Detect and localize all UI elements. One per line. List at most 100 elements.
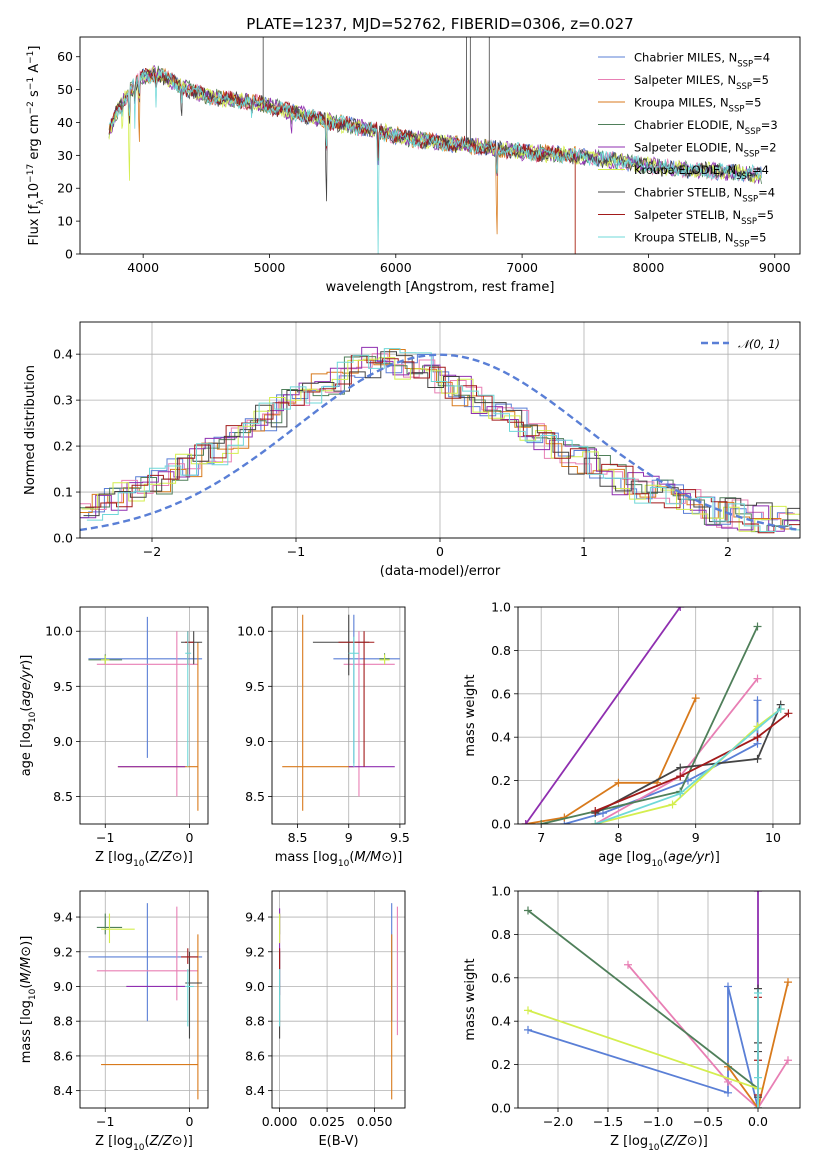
y-axis-label: mass [log10(M/M⊙)]	[19, 936, 38, 1064]
y-tick-label: 0.2	[491, 773, 511, 788]
y-tick-label: 9.4	[245, 910, 265, 925]
y-tick-label: 0.4	[491, 1014, 511, 1029]
x-tick-label: −1	[96, 830, 114, 845]
legend-entry: Chabrier ELODIE, NSSP=3	[634, 118, 778, 137]
age-vs-metallicity-panel: −1 0 8.5 9.0 9.5 10.0 Z [log10(Z/Z⊙)] age [log1…	[19, 606, 209, 869]
weight-marker	[524, 1006, 532, 1015]
x-tick-label: −1.0	[643, 1114, 673, 1129]
plot-frame	[79, 321, 801, 539]
weight-marker	[753, 733, 762, 742]
x-tick-label: −1.5	[593, 1114, 623, 1129]
weight-marker	[691, 694, 700, 703]
y-tick-label: 0.8	[491, 927, 511, 942]
legend-entry: Salpeter ELODIE, NSSP=2	[634, 141, 777, 160]
x-tick-label: 8	[614, 830, 622, 845]
weight-line-salpeter-elodie	[524, 607, 681, 824]
weight-marker	[753, 754, 762, 763]
legend-entry: Kroupa MILES, NSSP=5	[634, 96, 761, 115]
y-tick-label: 9.4	[53, 910, 73, 925]
y-tick-label: 1.0	[491, 600, 511, 615]
x-tick-label: 8000	[633, 260, 665, 275]
x-axis-label: E(B-V)	[318, 1134, 358, 1149]
y-tick-label: 9.0	[53, 979, 73, 994]
y-tick-label: 0.2	[53, 439, 73, 454]
weight-line-chabrier-elodie	[527, 909, 759, 1090]
y-tick-label: 0.3	[53, 393, 73, 408]
y-tick-label: 0.0	[53, 531, 73, 546]
weight-line-chabrier-miles	[527, 986, 759, 1108]
plot-area	[88, 616, 203, 811]
plot-frame	[517, 890, 801, 1109]
weight-marker	[724, 1077, 732, 1086]
weight-vs-age-panel: 7 8 9 10 0.0 0.2 0.4 0.6 0.8 1.0 age [log10(age/yr…	[463, 600, 801, 869]
y-tick-label: 9.2	[245, 944, 265, 959]
plot-area	[282, 614, 400, 811]
weight-marker	[724, 982, 732, 991]
y-tick-label: 20	[57, 181, 73, 196]
weight-marker	[784, 709, 793, 718]
x-tick-label: 2	[724, 544, 732, 559]
weight-marker	[753, 622, 762, 631]
plot-frame	[517, 606, 801, 825]
weight-marker	[784, 1056, 792, 1065]
mass-vs-ebv-panel: 0.000 0.025 0.050 8.4 8.6 8.8 9.0 9.2 9.4 E(B-V)	[245, 890, 406, 1149]
y-tick-label: 0.4	[53, 347, 73, 362]
weight-marker	[754, 891, 762, 895]
legend-entry: Salpeter STELIB, NSSP=5	[634, 208, 774, 227]
y-tick-label: 60	[57, 49, 73, 64]
mass-vs-metallicity-panel: −1 0 8.4 8.6 8.8 9.0 9.2 9.4 Z [log10(Z/Z⊙)] mass…	[19, 890, 209, 1153]
weight-marker	[676, 607, 685, 611]
x-tick-label: 0	[436, 544, 444, 559]
weight-marker	[591, 820, 600, 824]
x-tick-label: 4000	[127, 260, 159, 275]
plot-frame	[79, 606, 209, 825]
weight-marker	[624, 960, 632, 969]
y-tick-label: 9.2	[53, 944, 73, 959]
legend-entry: Chabrier MILES, NSSP=4	[634, 51, 770, 70]
y-axis-label: Normed distribution	[23, 365, 38, 495]
x-tick-label: 9	[345, 830, 353, 845]
weight-vs-metallicity-panel: −2.0 −1.5 −1.0 −0.5 0.0 0.0 0.2 0.4 0.6 0.8 1.0 Z […	[463, 884, 801, 1153]
x-axis-label: Z [log10(Z/Z⊙)]	[95, 1134, 193, 1153]
plot-frame	[79, 36, 801, 255]
y-tick-label: 8.8	[53, 1014, 73, 1029]
weight-marker	[784, 978, 792, 987]
legend: Chabrier MILES, NSSP=4 Salpeter MILES, NS…	[598, 51, 778, 250]
x-tick-label: −1	[287, 544, 305, 559]
y-axis-label: Flux [fλ10−17 erg cm−2 s−1 A−1]	[26, 46, 46, 246]
y-tick-label: 8.6	[245, 1048, 265, 1063]
histogram-kroupa-stelib	[86, 348, 800, 532]
plot-frame	[79, 890, 209, 1109]
y-tick-label: 9.0	[53, 734, 73, 749]
y-axis-label: mass weight	[463, 674, 478, 756]
weight-marker	[754, 1073, 762, 1082]
x-tick-label: 0	[185, 830, 193, 845]
weight-marker	[753, 674, 762, 683]
residuals-panel: −2 −1 0 1 2 0.0 0.1 0.2 0.3 0.4 (data-model)/error…	[23, 321, 801, 579]
figure-title: PLATE=1237, MJD=52762, FIBERID=0306, z=0…	[246, 15, 633, 33]
histogram-salpeter-elodie	[80, 346, 800, 532]
weight-marker	[676, 763, 685, 772]
weight-marker	[753, 696, 762, 705]
legend-entry: Salpeter MILES, NSSP=5	[634, 73, 769, 92]
y-tick-label: 0.8	[491, 643, 511, 658]
y-tick-label: 1.0	[491, 884, 511, 899]
x-tick-label: −0.5	[693, 1114, 723, 1129]
legend-entry: Kroupa ELODIE, NSSP=4	[634, 163, 769, 182]
y-tick-label: 0.0	[491, 817, 511, 832]
x-tick-label: 9000	[759, 260, 791, 275]
weight-line-kroupa-elodie	[527, 1009, 759, 1108]
spectrum-line-kroupa-stelib	[108, 69, 762, 254]
y-tick-label: 8.4	[53, 1083, 73, 1098]
y-tick-label: 9.5	[53, 679, 73, 694]
y-tick-label: 8.5	[53, 789, 73, 804]
y-axis-label: age [log10(age/yr)]	[19, 655, 38, 777]
histogram-kroupa-elodie	[81, 357, 800, 532]
y-tick-label: 8.5	[245, 789, 265, 804]
x-tick-label: 0	[185, 1114, 193, 1129]
x-tick-label: 5000	[254, 260, 286, 275]
weight-marker	[676, 772, 685, 781]
x-tick-label: 7000	[506, 260, 538, 275]
weight-line-salpeter-stelib	[594, 712, 789, 812]
